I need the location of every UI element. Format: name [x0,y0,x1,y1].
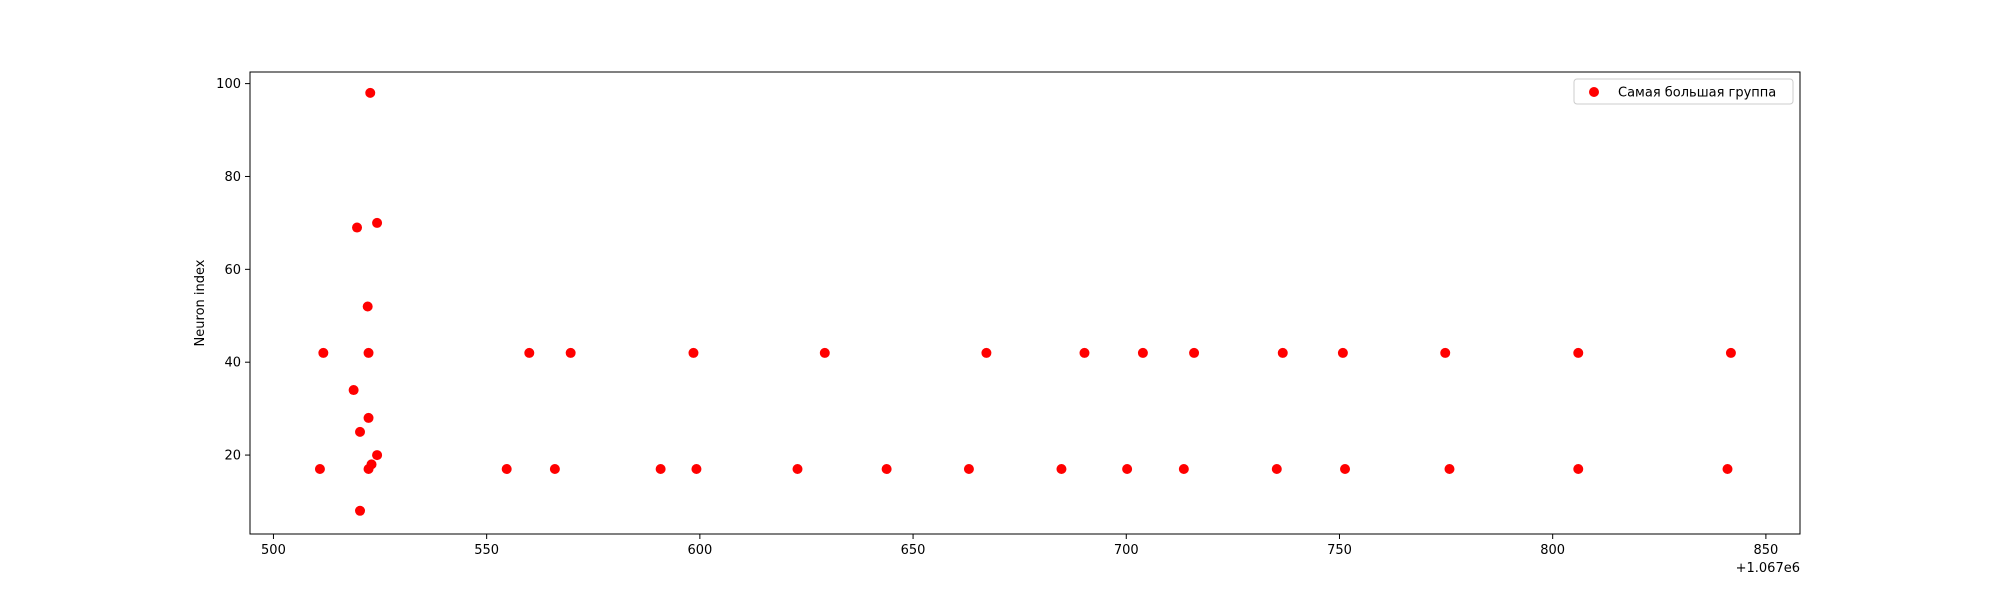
x-tick-label: 750 [1327,543,1352,558]
data-point [372,450,383,461]
x-tick-label: 700 [1114,543,1139,558]
data-point [819,347,830,358]
data-point [318,347,329,358]
x-axis-offset-label: +1.067e6 [1736,561,1800,576]
data-point [565,347,576,358]
data-point [1340,463,1351,474]
data-point [1271,463,1282,474]
data-points [314,87,1736,516]
data-point [366,459,377,470]
plot-area [250,72,1800,534]
data-point [501,463,512,474]
data-point [1440,347,1451,358]
data-point [524,347,535,358]
data-point [1056,463,1067,474]
data-point [1573,347,1584,358]
data-point [655,463,666,474]
y-axis-label: Neuron index [193,259,208,346]
data-point [1137,347,1148,358]
data-point [314,463,325,474]
x-tick-label: 850 [1753,543,1778,558]
data-point [363,347,374,358]
data-point [981,347,992,358]
x-tick-label: 600 [687,543,712,558]
data-point [1722,463,1733,474]
y-tick-label: 40 [224,356,241,371]
data-point [352,222,363,233]
data-point [1189,347,1200,358]
legend-box [1573,78,1794,105]
plot-frame [249,71,1801,535]
data-point [365,87,376,98]
data-point [691,463,702,474]
data-point [1277,347,1288,358]
data-point [355,505,366,516]
data-point [355,426,366,437]
data-point [363,412,374,423]
data-point [549,463,560,474]
y-axis: 20 40 60 80 100 [216,77,250,464]
y-tick-label: 20 [224,449,241,464]
y-tick-label: 100 [216,77,241,92]
data-point [1079,347,1090,358]
data-point [372,217,383,228]
data-point [362,301,373,312]
legend-label: Самая большая группа [1618,86,1776,101]
data-point [1122,463,1133,474]
data-point [963,463,974,474]
data-point [881,463,892,474]
x-tick-label: 800 [1540,543,1565,558]
data-point [1725,347,1736,358]
data-point [1573,463,1584,474]
x-tick-label: 550 [474,543,499,558]
data-point [1178,463,1189,474]
y-tick-label: 80 [224,170,241,185]
x-tick-label: 650 [901,543,926,558]
data-point [1337,347,1348,358]
data-point [348,385,359,396]
legend-marker [1589,87,1599,97]
y-tick-label: 60 [224,263,241,278]
data-point [1444,463,1455,474]
x-axis: 500 550 600 650 700 750 800 850 [261,534,1778,558]
data-point [688,347,699,358]
legend: Самая большая группа [1573,78,1794,105]
x-tick-label: 500 [261,543,286,558]
data-point [792,463,803,474]
